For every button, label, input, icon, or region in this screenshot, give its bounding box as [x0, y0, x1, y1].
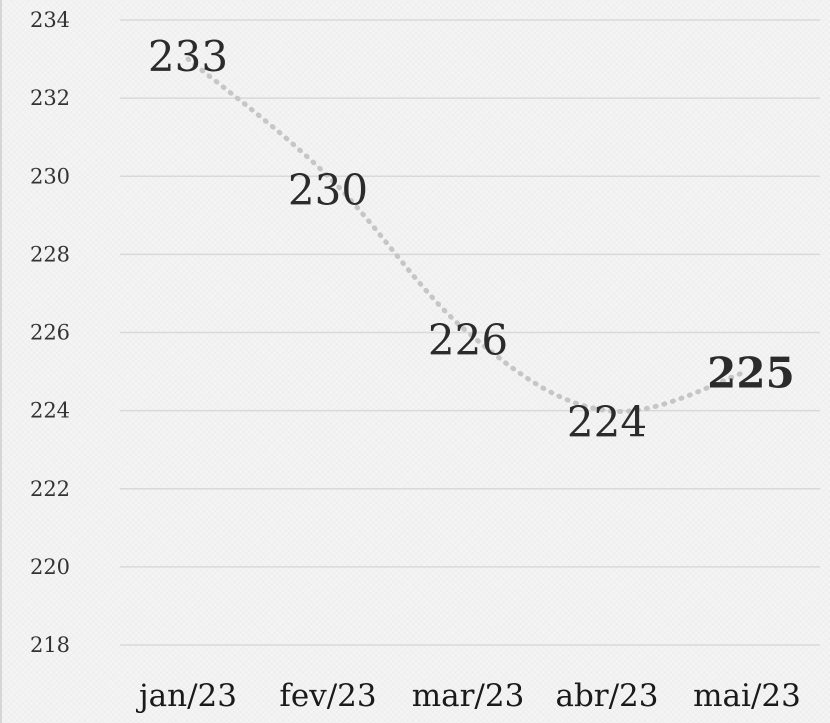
y-tick-label: 226 [30, 321, 70, 345]
x-axis-ticks: jan/23 fev/23 mar/23 abr/23 mai/23 [136, 678, 801, 714]
data-label: 226 [428, 316, 508, 365]
x-tick-label: fev/23 [279, 678, 376, 714]
data-label: 224 [567, 398, 647, 447]
series-line [185, 56, 750, 414]
x-tick-label: mar/23 [412, 678, 525, 714]
y-axis-ticks: 234 232 230 228 226 224 222 220 218 [30, 8, 70, 657]
x-tick-label: jan/23 [136, 678, 237, 714]
data-labels: 233 230 226 224 225 [148, 32, 795, 447]
x-tick-label: abr/23 [555, 678, 658, 714]
data-label: 225 [707, 349, 795, 398]
data-label: 230 [288, 165, 368, 214]
y-tick-label: 234 [30, 8, 70, 32]
y-tick-label: 232 [30, 86, 70, 110]
y-tick-label: 230 [30, 164, 70, 188]
data-label: 233 [148, 32, 228, 81]
y-tick-label: 220 [30, 555, 70, 579]
x-tick-label: mai/23 [693, 678, 801, 714]
y-tick-label: 228 [30, 242, 70, 266]
series-line-group [185, 56, 750, 414]
y-tick-label: 224 [30, 399, 70, 423]
y-tick-label: 222 [30, 477, 70, 501]
y-tick-label: 218 [30, 633, 70, 657]
